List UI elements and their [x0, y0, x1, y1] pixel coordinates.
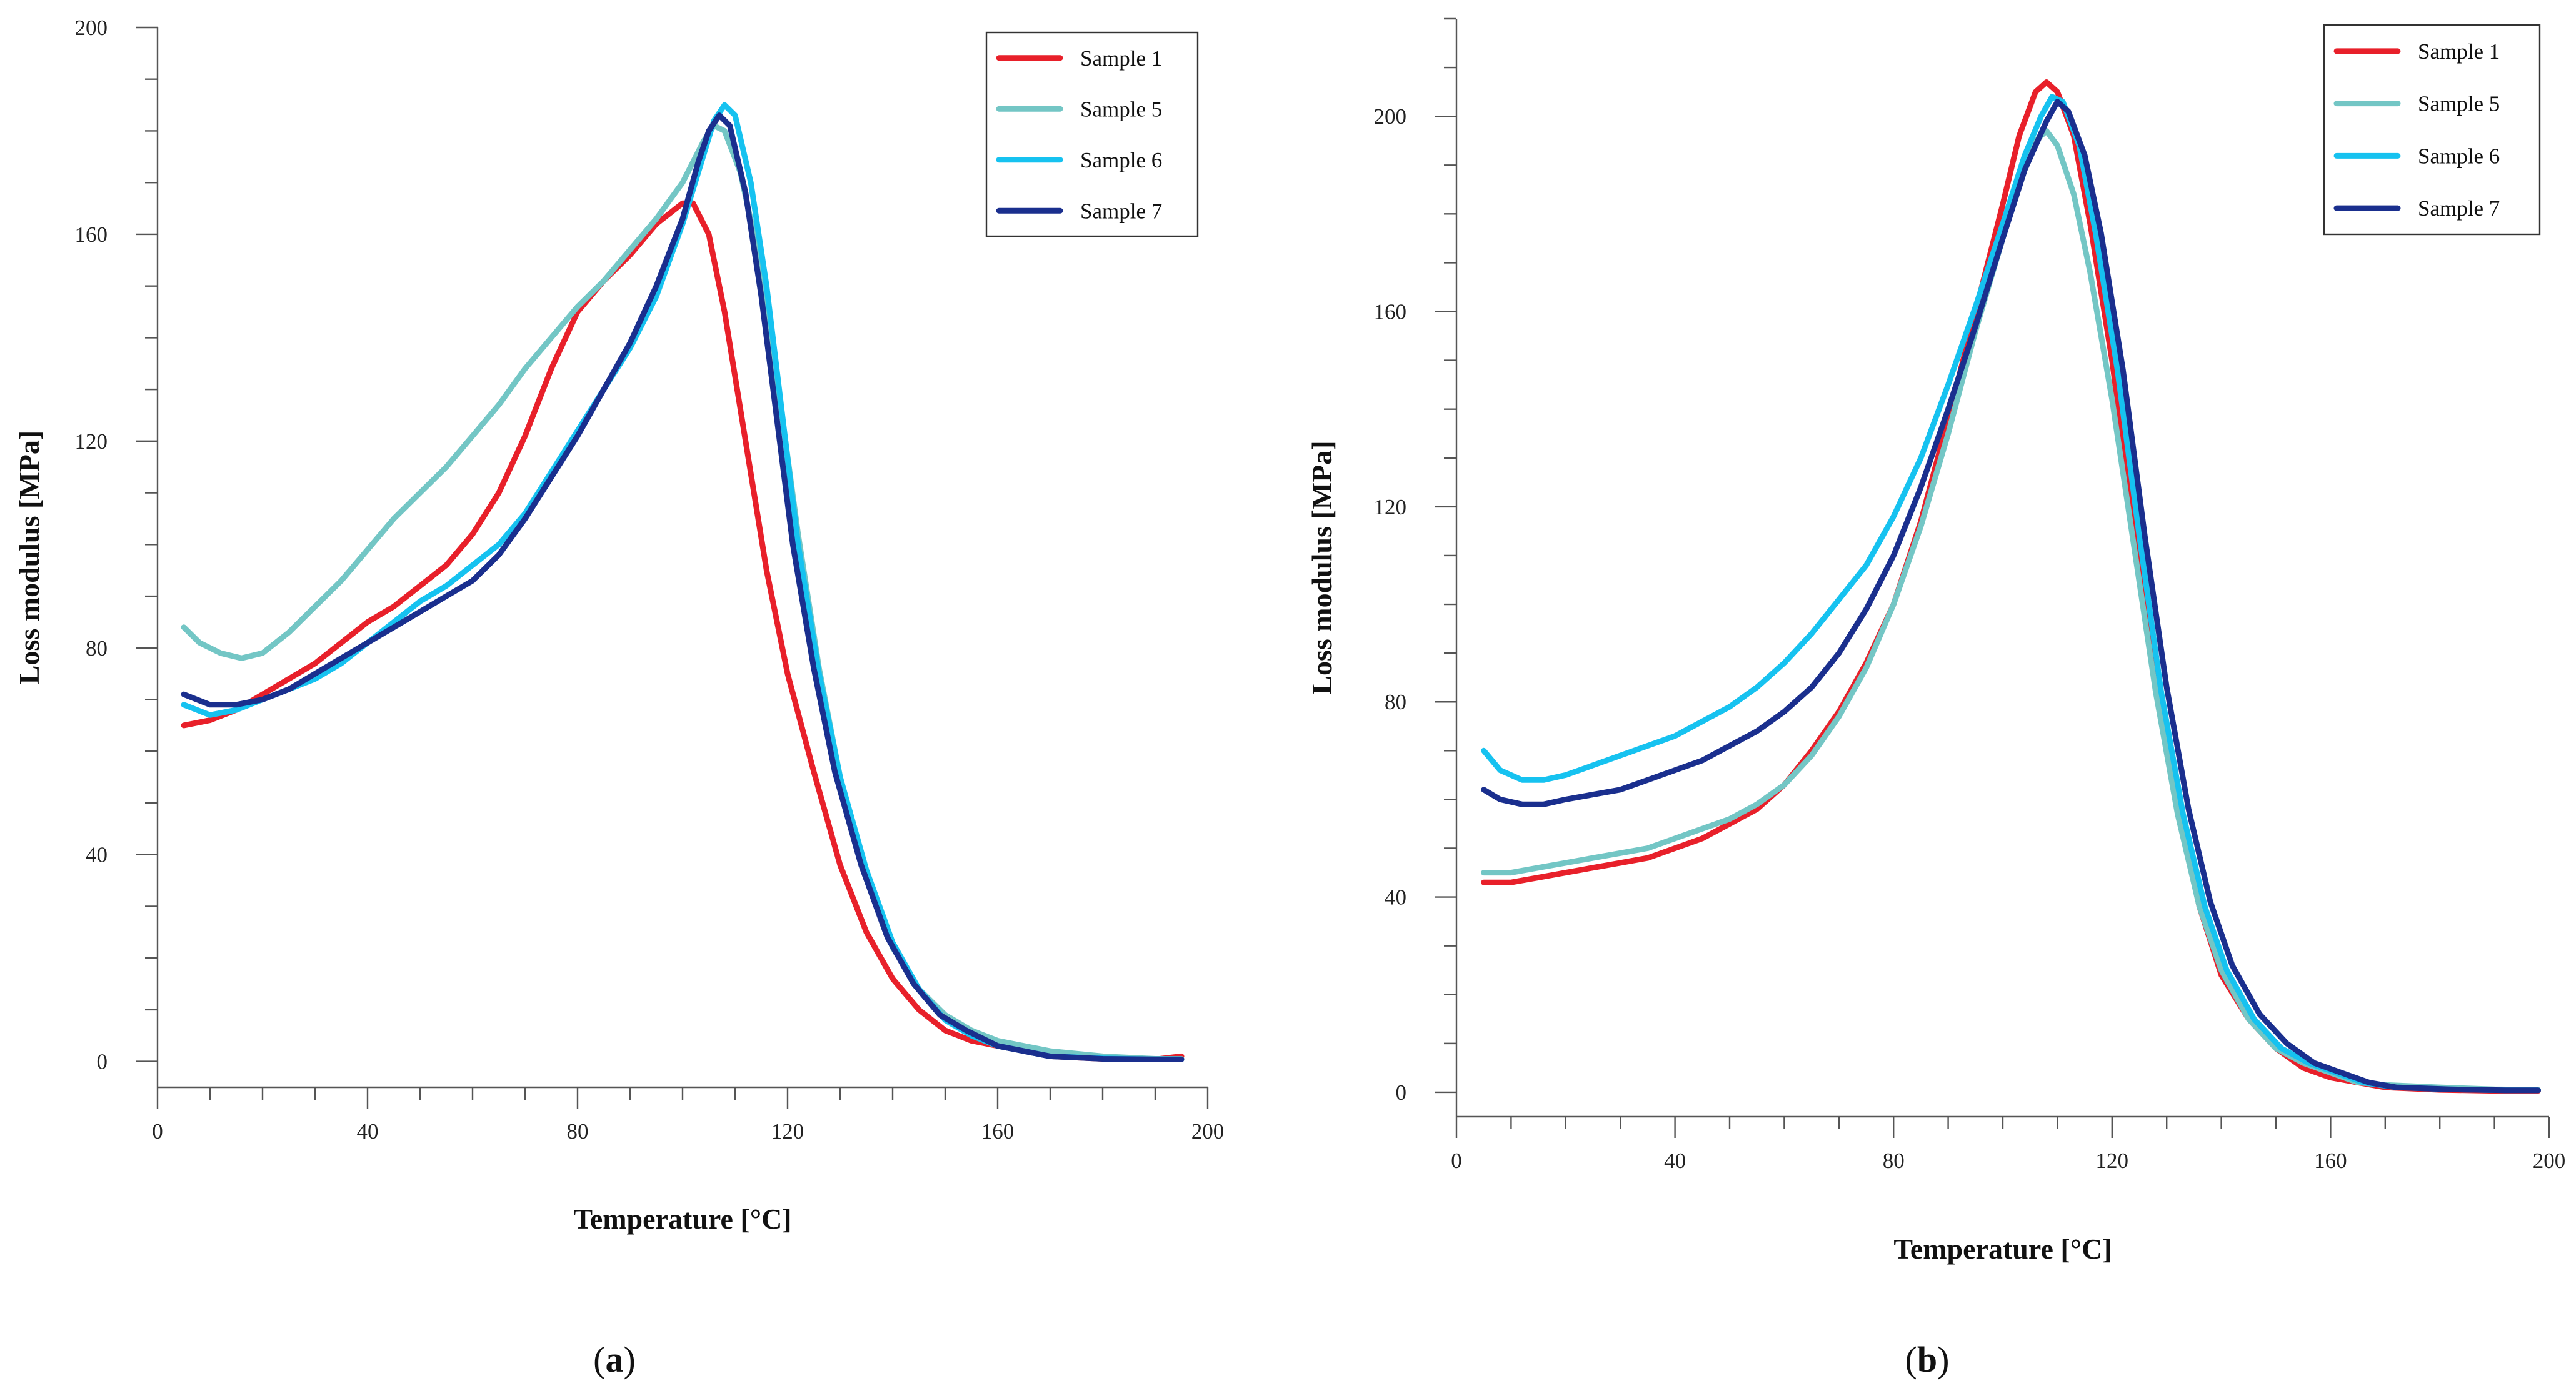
x-tick-label: 160 — [981, 1119, 1015, 1144]
y-tick-label: 160 — [75, 222, 108, 247]
x-tick-label: 160 — [2314, 1149, 2347, 1173]
x-axis-title: Temperature [°C] — [573, 1203, 791, 1235]
panel-label: (b) — [1905, 1339, 1950, 1380]
x-tick-label: 40 — [357, 1119, 379, 1144]
series-line-sample-5 — [181, 122, 1185, 1062]
x-tick-label: 200 — [1191, 1119, 1225, 1144]
legend-label: Sample 5 — [2418, 92, 2500, 116]
x-tick-label: 80 — [567, 1119, 589, 1144]
legend: Sample 1 Sample 5 Sample 6 Sample 7 — [985, 31, 1199, 237]
y-tick-label: 120 — [75, 429, 108, 454]
legend: Sample 1 Sample 5 Sample 6 Sample 7 — [2323, 24, 2541, 236]
legend-label: Sample 7 — [1080, 199, 1162, 223]
legend-label: Sample 7 — [2418, 196, 2500, 221]
y-tick-label: 120 — [1374, 495, 1407, 519]
y-axis-title: Loss modulus [MPa] — [1306, 441, 1338, 694]
y-tick-label: 40 — [86, 843, 108, 867]
x-axis-title: Temperature [°C] — [1893, 1233, 2112, 1265]
y-tick-label: 0 — [97, 1050, 108, 1074]
chart-panel-b: 0 40 80 120 160 200 0 40 80 120 160 200 Temperature … — [1306, 17, 2566, 1380]
series-line-sample-1 — [181, 200, 1185, 1062]
y-tick-label: 0 — [1396, 1080, 1407, 1105]
x-tick-label: 0 — [1451, 1149, 1462, 1173]
y-tick-label: 160 — [1374, 300, 1407, 324]
panel-label: (a) — [593, 1339, 636, 1380]
y-axis-title: Loss modulus [MPa] — [13, 431, 45, 684]
x-tick-label: 120 — [771, 1119, 804, 1144]
x-tick-label: 80 — [1883, 1149, 1905, 1173]
x-tick-label: 0 — [152, 1119, 163, 1144]
legend-label: Sample 1 — [1080, 46, 1162, 71]
y-tick-label: 40 — [1385, 885, 1406, 910]
x-tick-label: 120 — [2096, 1149, 2129, 1173]
y-tick-label: 200 — [1374, 104, 1407, 129]
series-line-sample-5 — [1481, 128, 2541, 1093]
series-line-sample-6 — [1481, 94, 2541, 1094]
legend-label: Sample 1 — [2418, 39, 2500, 64]
series-line-sample-6 — [181, 102, 1185, 1062]
legend-label: Sample 5 — [1080, 97, 1162, 121]
legend-label: Sample 6 — [1080, 148, 1162, 172]
x-tick-label: 200 — [2533, 1149, 2566, 1173]
y-tick-label: 80 — [1385, 690, 1406, 714]
series-line-sample-7 — [1481, 99, 2541, 1094]
series-line-sample-7 — [181, 112, 1185, 1062]
y-tick-label: 200 — [75, 16, 108, 40]
x-tick-label: 40 — [1664, 1149, 1686, 1173]
legend-box — [985, 31, 1199, 237]
y-tick-label: 80 — [86, 636, 108, 661]
legend-box — [2323, 24, 2541, 236]
legend-label: Sample 6 — [2418, 144, 2500, 168]
chart-panel-a: 0 40 80 120 160 200 0 40 80 120 160 200 Temperature … — [13, 16, 1224, 1380]
